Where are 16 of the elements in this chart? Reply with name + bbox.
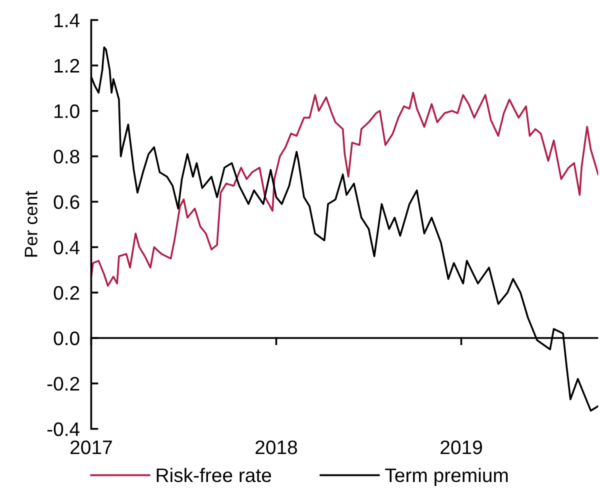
y-tick-label: 0.6: [54, 195, 80, 209]
y-tick-label: 0.0: [54, 331, 80, 346]
y-tick-label: -0.2: [47, 376, 80, 391]
y-tick-label: 1.4: [54, 14, 80, 28]
y-tick-label: 0.4: [54, 240, 80, 254]
y-tick-label: 1.2: [54, 58, 80, 73]
y-axis-title: Per cent: [24, 190, 38, 257]
y-tick-label: 0.8: [54, 150, 80, 164]
y-tick-label: -0.4: [47, 422, 80, 436]
x-tick-label: 2018: [256, 440, 298, 454]
y-tick-label: 0.2: [54, 286, 80, 300]
legend-label: Risk-free rate: [156, 468, 272, 482]
y-tick-label: 1.0: [54, 104, 80, 118]
legend-label: Term premium: [385, 468, 508, 486]
x-tick-label: 2017: [70, 440, 112, 454]
x-tick-label: 2019: [440, 440, 482, 454]
